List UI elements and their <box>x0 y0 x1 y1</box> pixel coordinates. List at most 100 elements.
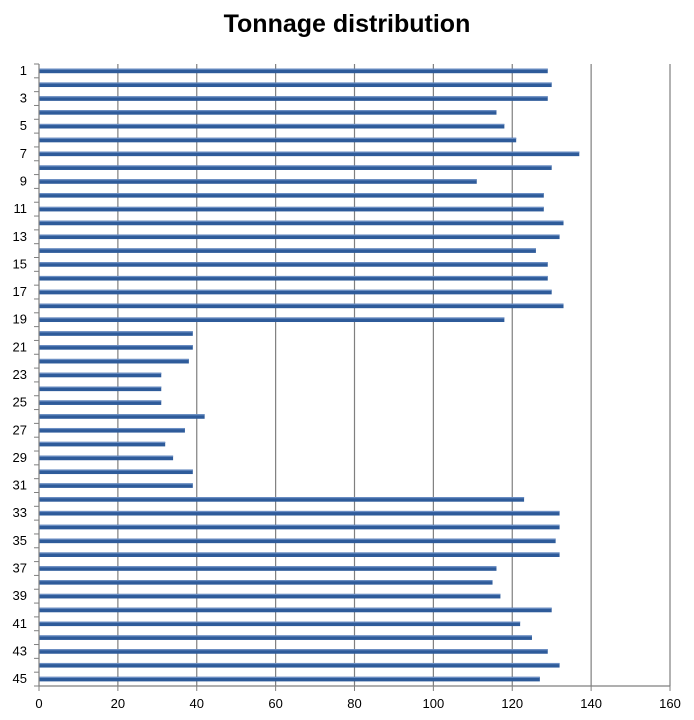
y-tick-label-31: 31 <box>13 478 27 493</box>
bar-highlight-43 <box>39 649 548 651</box>
bar-22 <box>39 358 189 364</box>
bar-20 <box>39 331 193 336</box>
bar-26 <box>39 414 205 419</box>
bar-highlight-34 <box>39 524 560 526</box>
bar-15 <box>39 262 548 267</box>
bar-33 <box>39 510 560 516</box>
bar-24 <box>39 386 162 392</box>
bar-highlight-28 <box>39 441 166 444</box>
bar-highlight-24 <box>39 386 162 388</box>
bar-highlight-20 <box>39 331 193 333</box>
bar-highlight-41 <box>39 621 521 623</box>
bar-highlight-16 <box>39 275 548 278</box>
bar-highlight-8 <box>39 165 552 167</box>
bar-45 <box>39 676 540 682</box>
bar-32 <box>39 497 525 502</box>
y-tick-label-11: 11 <box>14 201 28 216</box>
y-tick-label-35: 35 <box>13 533 27 548</box>
bar-highlight-2 <box>39 82 552 84</box>
bar-13 <box>39 234 560 240</box>
x-tick-label-20: 20 <box>111 696 125 711</box>
y-tick-label-45: 45 <box>13 671 27 686</box>
bar-highlight-14 <box>39 248 536 250</box>
bar-highlight-45 <box>39 676 540 678</box>
bar-highlight-39 <box>39 593 501 596</box>
bar-29 <box>39 455 174 461</box>
bar-14 <box>39 248 536 253</box>
bar-highlight-23 <box>39 372 162 374</box>
x-tick-label-60: 60 <box>268 696 282 711</box>
y-tick-label-19: 19 <box>13 312 27 327</box>
bar-highlight-10 <box>39 193 544 195</box>
bar-36 <box>39 552 560 557</box>
bar-35 <box>39 538 556 544</box>
y-tick-label-15: 15 <box>13 256 27 271</box>
bar-highlight-22 <box>39 358 189 361</box>
y-tick-label-7: 7 <box>20 146 27 161</box>
bar-highlight-21 <box>39 345 193 347</box>
bar-highlight-32 <box>39 497 525 499</box>
bar-17 <box>39 289 552 295</box>
x-tick-label-160: 160 <box>659 696 681 711</box>
bar-highlight-35 <box>39 538 556 540</box>
tick-labels: 0 20 40 60 80 100 120 140 1601357911131517192123… <box>13 63 681 711</box>
bar-31 <box>39 483 193 488</box>
bar-30 <box>39 469 193 475</box>
bar-highlight-18 <box>39 303 564 305</box>
bar-1 <box>39 68 548 74</box>
bar-highlight-38 <box>39 580 493 582</box>
chart-title: Tonnage distribution <box>223 10 471 38</box>
bar-23 <box>39 372 162 378</box>
bar-highlight-27 <box>39 427 185 430</box>
grid-lines <box>117 64 671 686</box>
bar-highlight-4 <box>39 110 497 112</box>
bar-highlight-13 <box>39 234 560 236</box>
bar-highlight-15 <box>39 262 548 264</box>
y-tick-label-9: 9 <box>20 173 27 188</box>
bar-40 <box>39 607 552 613</box>
y-tick-label-13: 13 <box>13 229 27 244</box>
bar-highlight-42 <box>39 635 532 637</box>
bar-6 <box>39 137 517 143</box>
bar-42 <box>39 635 532 640</box>
bar-18 <box>39 303 564 309</box>
x-tick-label-80: 80 <box>347 696 361 711</box>
bar-11 <box>39 206 544 212</box>
x-tick-label-120: 120 <box>501 696 523 711</box>
bar-44 <box>39 662 560 668</box>
bar-9 <box>39 179 477 184</box>
bar-highlight-40 <box>39 607 552 609</box>
bar-5 <box>39 123 505 129</box>
bar-highlight-17 <box>39 289 552 291</box>
bar-27 <box>39 427 185 433</box>
bar-highlight-5 <box>39 123 505 126</box>
bar-highlight-1 <box>39 68 548 70</box>
bar-25 <box>39 400 162 405</box>
bar-8 <box>39 165 552 170</box>
y-tick-label-41: 41 <box>13 616 27 631</box>
y-tick-label-21: 21 <box>13 339 27 354</box>
bar-highlight-31 <box>39 483 193 485</box>
bar-12 <box>39 220 564 226</box>
bar-highlight-11 <box>39 206 544 209</box>
bar-16 <box>39 275 548 281</box>
bar-7 <box>39 151 580 157</box>
bar-highlight-25 <box>39 400 162 402</box>
x-tick-label-0: 0 <box>35 696 42 711</box>
y-tick-label-23: 23 <box>13 367 27 382</box>
bars <box>39 68 580 682</box>
bar-highlight-9 <box>39 179 477 181</box>
y-tick-label-43: 43 <box>13 643 27 658</box>
y-tick-label-37: 37 <box>13 561 27 576</box>
bar-highlight-29 <box>39 455 174 457</box>
bar-28 <box>39 441 166 447</box>
bar-3 <box>39 96 548 101</box>
bar-21 <box>39 345 193 350</box>
bar-19 <box>39 317 505 323</box>
y-tick-label-25: 25 <box>13 395 27 410</box>
bar-highlight-30 <box>39 469 193 471</box>
bar-10 <box>39 193 544 198</box>
y-tick-label-5: 5 <box>20 118 27 133</box>
bar-38 <box>39 580 493 585</box>
